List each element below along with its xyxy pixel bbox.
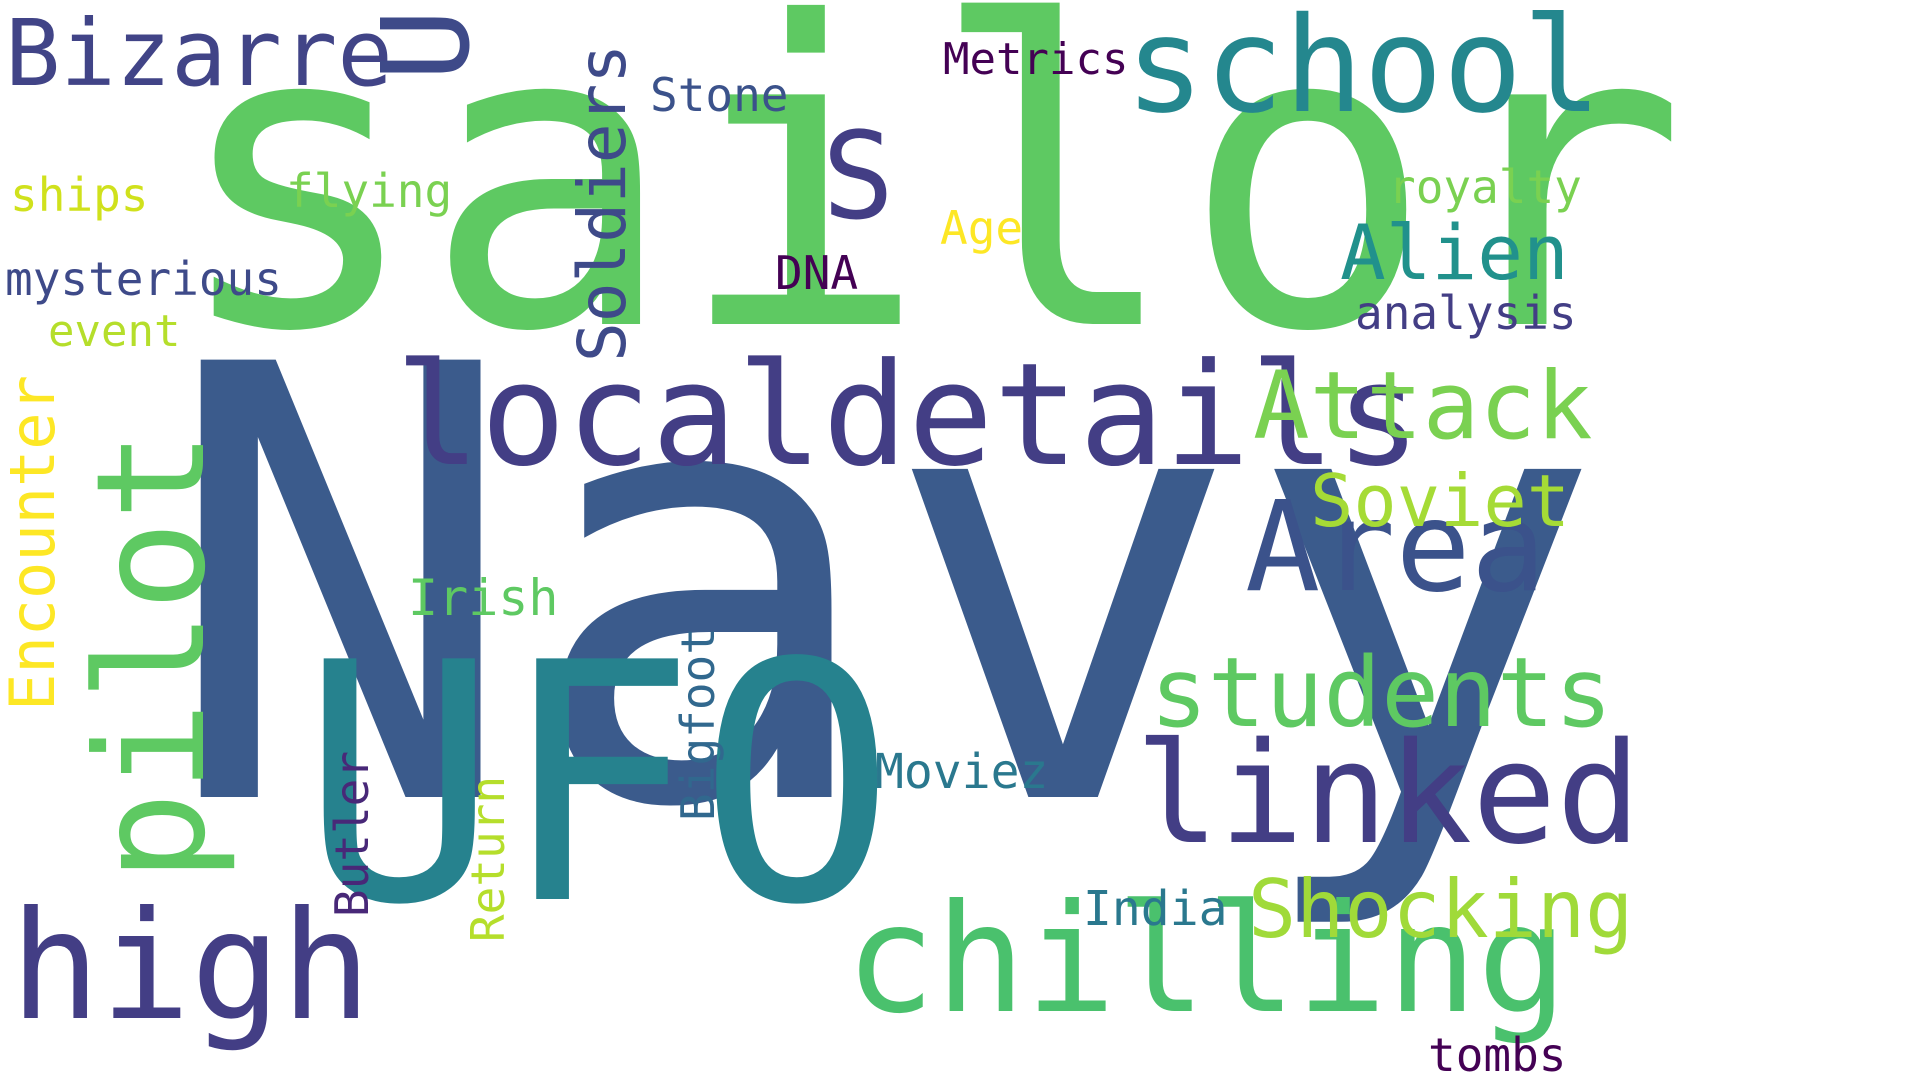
word-age: Age — [940, 201, 1024, 255]
word-event: event — [48, 306, 181, 357]
word-moviez: Moviez — [875, 744, 1049, 800]
word-stone: Stone — [650, 68, 789, 122]
word-royalty: royalty — [1388, 160, 1582, 214]
word-metrics: Metrics — [943, 34, 1129, 85]
word-irish: Irish — [408, 569, 559, 627]
word-s: S — [822, 108, 895, 247]
word-dna: DNA — [775, 246, 859, 300]
word-students: students — [1150, 637, 1613, 749]
word-u: U — [358, 8, 497, 82]
word-soviet: Soviet — [1310, 459, 1571, 543]
word-area: Area — [1245, 475, 1547, 620]
word-navy: Navy — [160, 240, 1605, 939]
word-high: high — [10, 880, 372, 1054]
word-analysis: analysis — [1355, 286, 1577, 340]
word-alien: Alien — [1340, 208, 1569, 297]
word-attack: Attack — [1253, 352, 1593, 461]
word-soldiers: Soldiers — [564, 44, 641, 362]
word-india: India — [1083, 881, 1228, 937]
word-ufo: UFO — [300, 593, 897, 977]
word-ships: ships — [10, 168, 149, 222]
word-encounter: Encounter — [0, 375, 69, 711]
word-bigfoot: Bigfoot — [671, 627, 725, 821]
word-chilling: chilling — [845, 873, 1568, 1047]
word-tombs: tombs — [1428, 1028, 1567, 1080]
word-flying: flying — [286, 164, 453, 218]
word-sailor: sailor — [170, 0, 1688, 424]
word-localdetails: localdetails — [395, 333, 1421, 498]
word-linked: linked — [1135, 713, 1641, 876]
word-return: Return — [461, 775, 515, 943]
word-shocking: Shocking — [1248, 863, 1634, 956]
word-pilot: pilot — [65, 430, 239, 882]
word-bizarre: Bizarre — [5, 0, 393, 107]
word-mysterious: mysterious — [5, 252, 282, 306]
word-butler: Butler — [325, 750, 379, 918]
word-school: school — [1125, 0, 1602, 143]
